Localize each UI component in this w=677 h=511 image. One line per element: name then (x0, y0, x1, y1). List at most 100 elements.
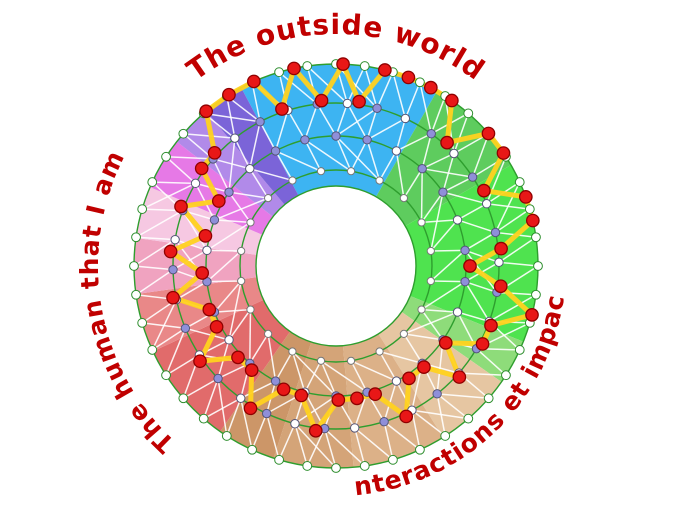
graph-node[interactable] (198, 413, 209, 424)
selected-node[interactable] (484, 318, 498, 333)
graph-node[interactable] (178, 393, 189, 404)
selected-node[interactable] (195, 266, 210, 280)
graph-node[interactable] (432, 389, 442, 399)
graph-node[interactable] (391, 146, 402, 156)
graph-node[interactable] (161, 370, 171, 381)
graph-node[interactable] (460, 276, 470, 287)
selected-node[interactable] (336, 57, 350, 71)
graph-node[interactable] (514, 177, 525, 187)
graph-node[interactable] (440, 431, 451, 441)
graph-node[interactable] (224, 187, 234, 197)
graph-node[interactable] (426, 276, 435, 286)
graph-node[interactable] (288, 176, 297, 185)
graph-node[interactable] (533, 261, 543, 271)
graph-node[interactable] (460, 245, 470, 256)
graph-node[interactable] (417, 163, 427, 174)
graph-node[interactable] (417, 305, 426, 314)
graph-node[interactable] (137, 318, 148, 328)
graph-node[interactable] (415, 77, 425, 88)
selected-node[interactable] (294, 388, 309, 403)
selected-node[interactable] (231, 350, 245, 365)
graph-node[interactable] (417, 218, 426, 227)
graph-node[interactable] (346, 167, 356, 176)
graph-node[interactable] (302, 61, 313, 71)
selected-node[interactable] (475, 337, 490, 351)
graph-node[interactable] (483, 393, 494, 404)
selected-node[interactable] (368, 387, 383, 401)
graph-node[interactable] (531, 289, 541, 300)
graph-node[interactable] (490, 227, 501, 238)
graph-node[interactable] (342, 98, 353, 109)
selected-node[interactable] (209, 319, 224, 334)
graph-node[interactable] (209, 215, 220, 225)
graph-node[interactable] (481, 198, 492, 209)
selected-node[interactable] (399, 409, 414, 424)
selected-node[interactable] (378, 63, 392, 77)
graph-node[interactable] (147, 345, 158, 355)
graph-node[interactable] (359, 61, 370, 71)
graph-node[interactable] (246, 218, 255, 227)
selected-node[interactable] (525, 213, 540, 228)
graph-node[interactable] (221, 431, 232, 441)
graph-node[interactable] (202, 245, 212, 256)
selected-node[interactable] (163, 244, 178, 259)
selected-node[interactable] (423, 80, 438, 95)
graph-node[interactable] (350, 423, 360, 433)
graph-node[interactable] (190, 178, 201, 189)
selected-node[interactable] (199, 104, 214, 119)
selected-node[interactable] (350, 391, 364, 406)
selected-node[interactable] (477, 183, 491, 198)
graph-node[interactable] (346, 356, 356, 365)
selected-node[interactable] (440, 135, 454, 150)
graph-node[interactable] (452, 307, 463, 317)
graph-node[interactable] (463, 108, 474, 119)
selected-node[interactable] (244, 363, 259, 377)
graph-node[interactable] (230, 133, 240, 143)
selected-node[interactable] (518, 190, 533, 204)
graph-node[interactable] (131, 232, 141, 243)
graph-node[interactable] (247, 444, 257, 455)
graph-node[interactable] (245, 163, 255, 174)
selected-node[interactable] (494, 241, 508, 256)
graph-node[interactable] (274, 67, 284, 78)
graph-node[interactable] (524, 204, 535, 214)
selected-node[interactable] (194, 161, 209, 176)
graph-node[interactable] (467, 172, 478, 182)
graph-node[interactable] (236, 393, 246, 403)
graph-node[interactable] (531, 232, 541, 243)
selected-node[interactable] (193, 354, 207, 369)
graph-node[interactable] (426, 129, 436, 139)
selected-node[interactable] (452, 370, 467, 384)
selected-node[interactable] (174, 199, 188, 214)
graph-node[interactable] (331, 131, 341, 141)
selected-node[interactable] (198, 229, 213, 243)
selected-node[interactable] (275, 102, 289, 116)
selected-node[interactable] (243, 401, 258, 416)
graph-node[interactable] (391, 376, 402, 386)
graph-node[interactable] (170, 234, 180, 245)
graph-node[interactable] (147, 177, 158, 187)
graph-node[interactable] (213, 373, 223, 384)
selected-node[interactable] (438, 336, 453, 350)
graph-node[interactable] (290, 419, 300, 429)
graph-node[interactable] (379, 417, 389, 427)
selected-node[interactable] (496, 146, 511, 160)
graph-node[interactable] (316, 356, 326, 365)
graph-node[interactable] (270, 146, 281, 156)
selected-node[interactable] (222, 87, 236, 102)
graph-node[interactable] (168, 264, 178, 275)
selected-node[interactable] (287, 61, 301, 76)
selected-node[interactable] (402, 371, 416, 386)
graph-node[interactable] (438, 187, 448, 197)
selected-node[interactable] (207, 145, 222, 160)
graph-node[interactable] (501, 370, 511, 381)
graph-node[interactable] (129, 261, 139, 271)
graph-node[interactable] (399, 194, 408, 203)
selected-node[interactable] (202, 302, 217, 317)
selected-node[interactable] (314, 93, 329, 108)
selected-node[interactable] (276, 382, 291, 397)
graph-node[interactable] (264, 329, 273, 338)
selected-node[interactable] (401, 70, 416, 85)
graph-node[interactable] (300, 135, 310, 145)
selected-node[interactable] (211, 194, 226, 208)
